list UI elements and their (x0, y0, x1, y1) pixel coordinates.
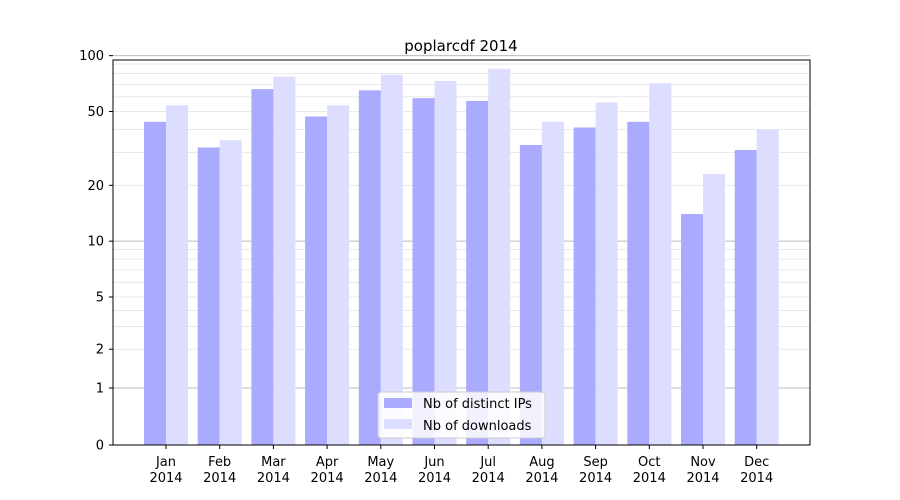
y-tick-label: 100 (79, 49, 104, 64)
bar-distinct-ips (519, 144, 542, 445)
bar-downloads (541, 121, 564, 445)
x-tick-label-month: Feb (208, 455, 231, 470)
chart-title: poplarcdf 2014 (404, 37, 517, 55)
x-tick-label-year: 2014 (203, 471, 236, 486)
x-tick-label-year: 2014 (418, 471, 451, 486)
x-tick-label-year: 2014 (525, 471, 558, 486)
bars (144, 68, 779, 446)
y-tick-label: 1 (96, 382, 104, 397)
x-tick-label-month: Jun (423, 455, 444, 470)
y-tick-label: 0 (96, 439, 104, 454)
x-tick-label-month: Jan (155, 455, 176, 470)
x-tick-label-year: 2014 (740, 471, 773, 486)
bar-distinct-ips (573, 127, 596, 445)
bar-downloads (703, 174, 725, 446)
y-tick-label: 50 (87, 105, 104, 120)
y-axis: 0 1 2 5 10 20 50 100 (79, 49, 113, 454)
x-axis: Jan2014Feb2014Mar2014Apr2014May2014Jun20… (149, 445, 773, 486)
bar-distinct-ips (197, 147, 220, 445)
x-tick-label-month: Sep (583, 455, 608, 470)
y-tick-label: 10 (87, 235, 104, 250)
bar-downloads (219, 140, 242, 445)
x-tick-label-year: 2014 (633, 471, 666, 486)
bar-downloads (649, 83, 672, 445)
x-tick-label-year: 2014 (472, 471, 505, 486)
bar-distinct-ips (681, 214, 703, 445)
bar-downloads (166, 105, 188, 445)
bar-distinct-ips (144, 121, 166, 445)
bar-distinct-ips (734, 150, 757, 445)
bar-downloads (595, 102, 618, 445)
x-tick-label-month: Aug (529, 455, 554, 470)
x-tick-label-month: Nov (690, 455, 716, 470)
bar-downloads (488, 68, 511, 446)
x-tick-label-year: 2014 (579, 471, 612, 486)
legend-label-distinct-ips: Nb of distinct IPs (423, 397, 532, 412)
legend-box (377, 391, 546, 439)
x-tick-label-month: Dec (744, 455, 769, 470)
bar-downloads (434, 81, 457, 445)
x-tick-label-month: Mar (261, 455, 286, 470)
bar-distinct-ips (251, 89, 274, 445)
legend: Nb of distinct IPs Nb of downloads (377, 391, 546, 439)
x-tick-label-year: 2014 (257, 471, 290, 486)
y-tick-label: 20 (87, 179, 104, 194)
y-tick-label: 2 (96, 343, 104, 358)
bar-distinct-ips (466, 100, 489, 445)
legend-swatch-downloads (384, 419, 412, 429)
bar-downloads (327, 105, 350, 445)
bar-downloads (273, 76, 296, 445)
x-tick-label-month: Oct (638, 455, 660, 470)
legend-swatch-distinct-ips (384, 398, 412, 408)
bar-distinct-ips (627, 121, 650, 445)
bar-distinct-ips (412, 98, 435, 445)
x-tick-label-month: May (367, 455, 394, 470)
bar-downloads (380, 74, 403, 445)
y-tick-label: 5 (96, 291, 104, 306)
x-tick-label-year: 2014 (364, 471, 397, 486)
x-tick-label-year: 2014 (311, 471, 344, 486)
bar-downloads (756, 129, 779, 445)
x-tick-label-year: 2014 (686, 471, 719, 486)
x-tick-label-month: Jul (479, 455, 496, 470)
x-tick-label-month: Apr (316, 455, 339, 470)
bar-distinct-ips (358, 90, 381, 445)
plot-area-frame (112, 59, 811, 446)
x-tick-label-year: 2014 (149, 471, 182, 486)
legend-label-downloads: Nb of downloads (423, 419, 532, 434)
bar-distinct-ips (305, 116, 328, 446)
